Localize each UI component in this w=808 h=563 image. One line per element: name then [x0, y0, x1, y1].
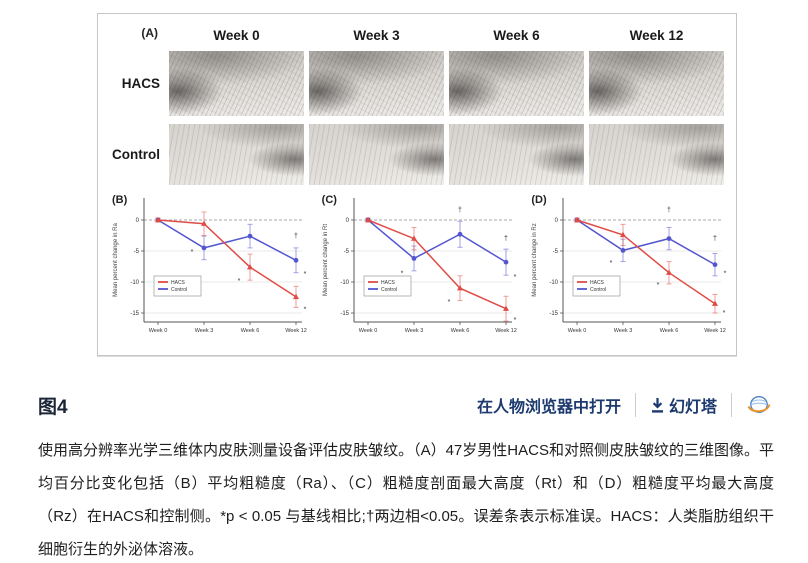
- skin-image-control-week0: [169, 124, 304, 185]
- panel-c-label: (C): [321, 194, 337, 206]
- svg-text:Control: Control: [590, 287, 606, 293]
- svg-text:Week 3: Week 3: [404, 328, 423, 334]
- svg-text:Week 6: Week 6: [450, 328, 469, 334]
- svg-text:*: *: [400, 270, 403, 277]
- svg-text:Week 12: Week 12: [285, 328, 307, 334]
- svg-text:-15: -15: [340, 311, 349, 317]
- svg-text:Week 12: Week 12: [705, 328, 727, 334]
- week-header-3: Week 3: [353, 28, 400, 43]
- svg-text:-10: -10: [550, 280, 559, 286]
- panel-b-label: (B): [112, 194, 128, 206]
- panel-a: (A) Week 0 Week 3 Week 6 Week 12 HACS Co…: [98, 26, 736, 185]
- skin-image-hacs-week12: [589, 51, 724, 116]
- open-in-viewer-label: 在人物浏览器中打开: [476, 399, 621, 416]
- divider: [634, 393, 636, 417]
- svg-text:Control: Control: [381, 287, 397, 293]
- svg-text:-5: -5: [553, 249, 559, 255]
- svg-text:Week 6: Week 6: [241, 328, 260, 334]
- svg-text:*: *: [513, 274, 516, 281]
- svg-text:*: *: [447, 299, 450, 306]
- svg-text:*: *: [513, 317, 516, 324]
- svg-text:†: †: [667, 207, 671, 214]
- figure-title: 图4: [38, 396, 68, 418]
- skin-image-control-week3: [309, 124, 444, 185]
- skin-image-hacs-week3: [309, 51, 444, 116]
- figure-image-panel: (A) Week 0 Week 3 Week 6 Week 12 HACS Co…: [97, 13, 737, 356]
- svg-text:*: *: [723, 310, 726, 317]
- figure-actions: 在人物浏览器中打开 幻灯塔: [477, 393, 772, 417]
- svg-text:HACS: HACS: [171, 280, 186, 286]
- svg-text:*: *: [238, 278, 241, 285]
- svg-text:Week 6: Week 6: [660, 328, 679, 334]
- svg-text:*: *: [304, 306, 307, 313]
- publisher-logo-icon[interactable]: [746, 393, 772, 417]
- svg-text:†: †: [504, 236, 508, 243]
- svg-text:-5: -5: [343, 249, 349, 255]
- svg-text:*: *: [191, 249, 194, 256]
- svg-text:HACS: HACS: [381, 280, 396, 286]
- svg-text:-10: -10: [130, 280, 139, 286]
- svg-text:0: 0: [345, 218, 349, 224]
- svg-text:-15: -15: [130, 311, 139, 317]
- open-in-viewer-link[interactable]: 在人物浏览器中打开: [477, 393, 621, 417]
- figure-caption-header: 图4 在人物浏览器中打开 幻灯塔: [38, 386, 772, 424]
- panel-d-label: (D): [531, 194, 547, 206]
- svg-text:†: †: [713, 236, 717, 243]
- chart-panel-b: (B) 0 -5 -10 -15 Week 0 Week 3 Week 6 Week 12 Me…: [106, 190, 311, 352]
- row-label-control: Control: [112, 147, 160, 162]
- chart-panel-d: (D) 0 -5 -10 -15 Week 0 Week 3 Week 6 Week 12 Me…: [525, 190, 730, 352]
- svg-text:-5: -5: [134, 249, 140, 255]
- download-icon: [650, 397, 665, 414]
- skin-image-hacs-week6: [449, 51, 584, 116]
- svg-text:*: *: [304, 271, 307, 278]
- svg-text:Week 3: Week 3: [195, 328, 214, 334]
- svg-text:Mean percent change in Rz: Mean percent change in Rz: [532, 223, 538, 296]
- figure-caption-text: 使用高分辨率光学三维体内皮肤测量设备评估皮肤皱纹。（A）47岁男性HACS和对照…: [38, 442, 774, 558]
- svg-text:Week 3: Week 3: [614, 328, 633, 334]
- slideshow-download-link[interactable]: 幻灯塔: [650, 393, 717, 417]
- svg-text:*: *: [657, 282, 660, 289]
- svg-text:-15: -15: [550, 311, 559, 317]
- svg-text:Mean percent change in Ra: Mean percent change in Ra: [113, 222, 119, 296]
- svg-text:Week 0: Week 0: [358, 328, 377, 334]
- skin-image-control-week12: [589, 124, 724, 185]
- svg-text:Control: Control: [171, 287, 187, 293]
- svg-text:†: †: [294, 233, 298, 240]
- svg-text:†: †: [458, 207, 462, 214]
- skin-image-hacs-week0: [169, 51, 304, 116]
- svg-text:-10: -10: [340, 280, 349, 286]
- svg-text:Week 0: Week 0: [568, 328, 587, 334]
- week-header-6: Week 6: [493, 28, 540, 43]
- svg-text:0: 0: [136, 218, 140, 224]
- svg-text:HACS: HACS: [590, 280, 605, 286]
- svg-text:*: *: [610, 260, 613, 267]
- charts-row: (B) 0 -5 -10 -15 Week 0 Week 3 Week 6 Week 12 Me…: [106, 190, 730, 354]
- skin-image-control-week6: [449, 124, 584, 185]
- week-header-0: Week 0: [213, 28, 260, 43]
- svg-text:0: 0: [555, 218, 559, 224]
- svg-text:Week 0: Week 0: [149, 328, 168, 334]
- divider: [731, 393, 732, 417]
- svg-text:Week 12: Week 12: [495, 328, 517, 334]
- chart-panel-c: (C) 0 -5 -10 -15 Week 0 Week 3 Week 6 Week 12 Me…: [316, 190, 521, 352]
- row-label-hacs: HACS: [121, 76, 160, 91]
- svg-text:*: *: [724, 270, 727, 277]
- week-header-12: Week 12: [629, 28, 684, 43]
- panel-a-label: (A): [141, 26, 158, 40]
- svg-text:Mean percent change in Rt: Mean percent change in Rt: [323, 224, 329, 296]
- slideshow-label: 幻灯塔: [668, 399, 717, 416]
